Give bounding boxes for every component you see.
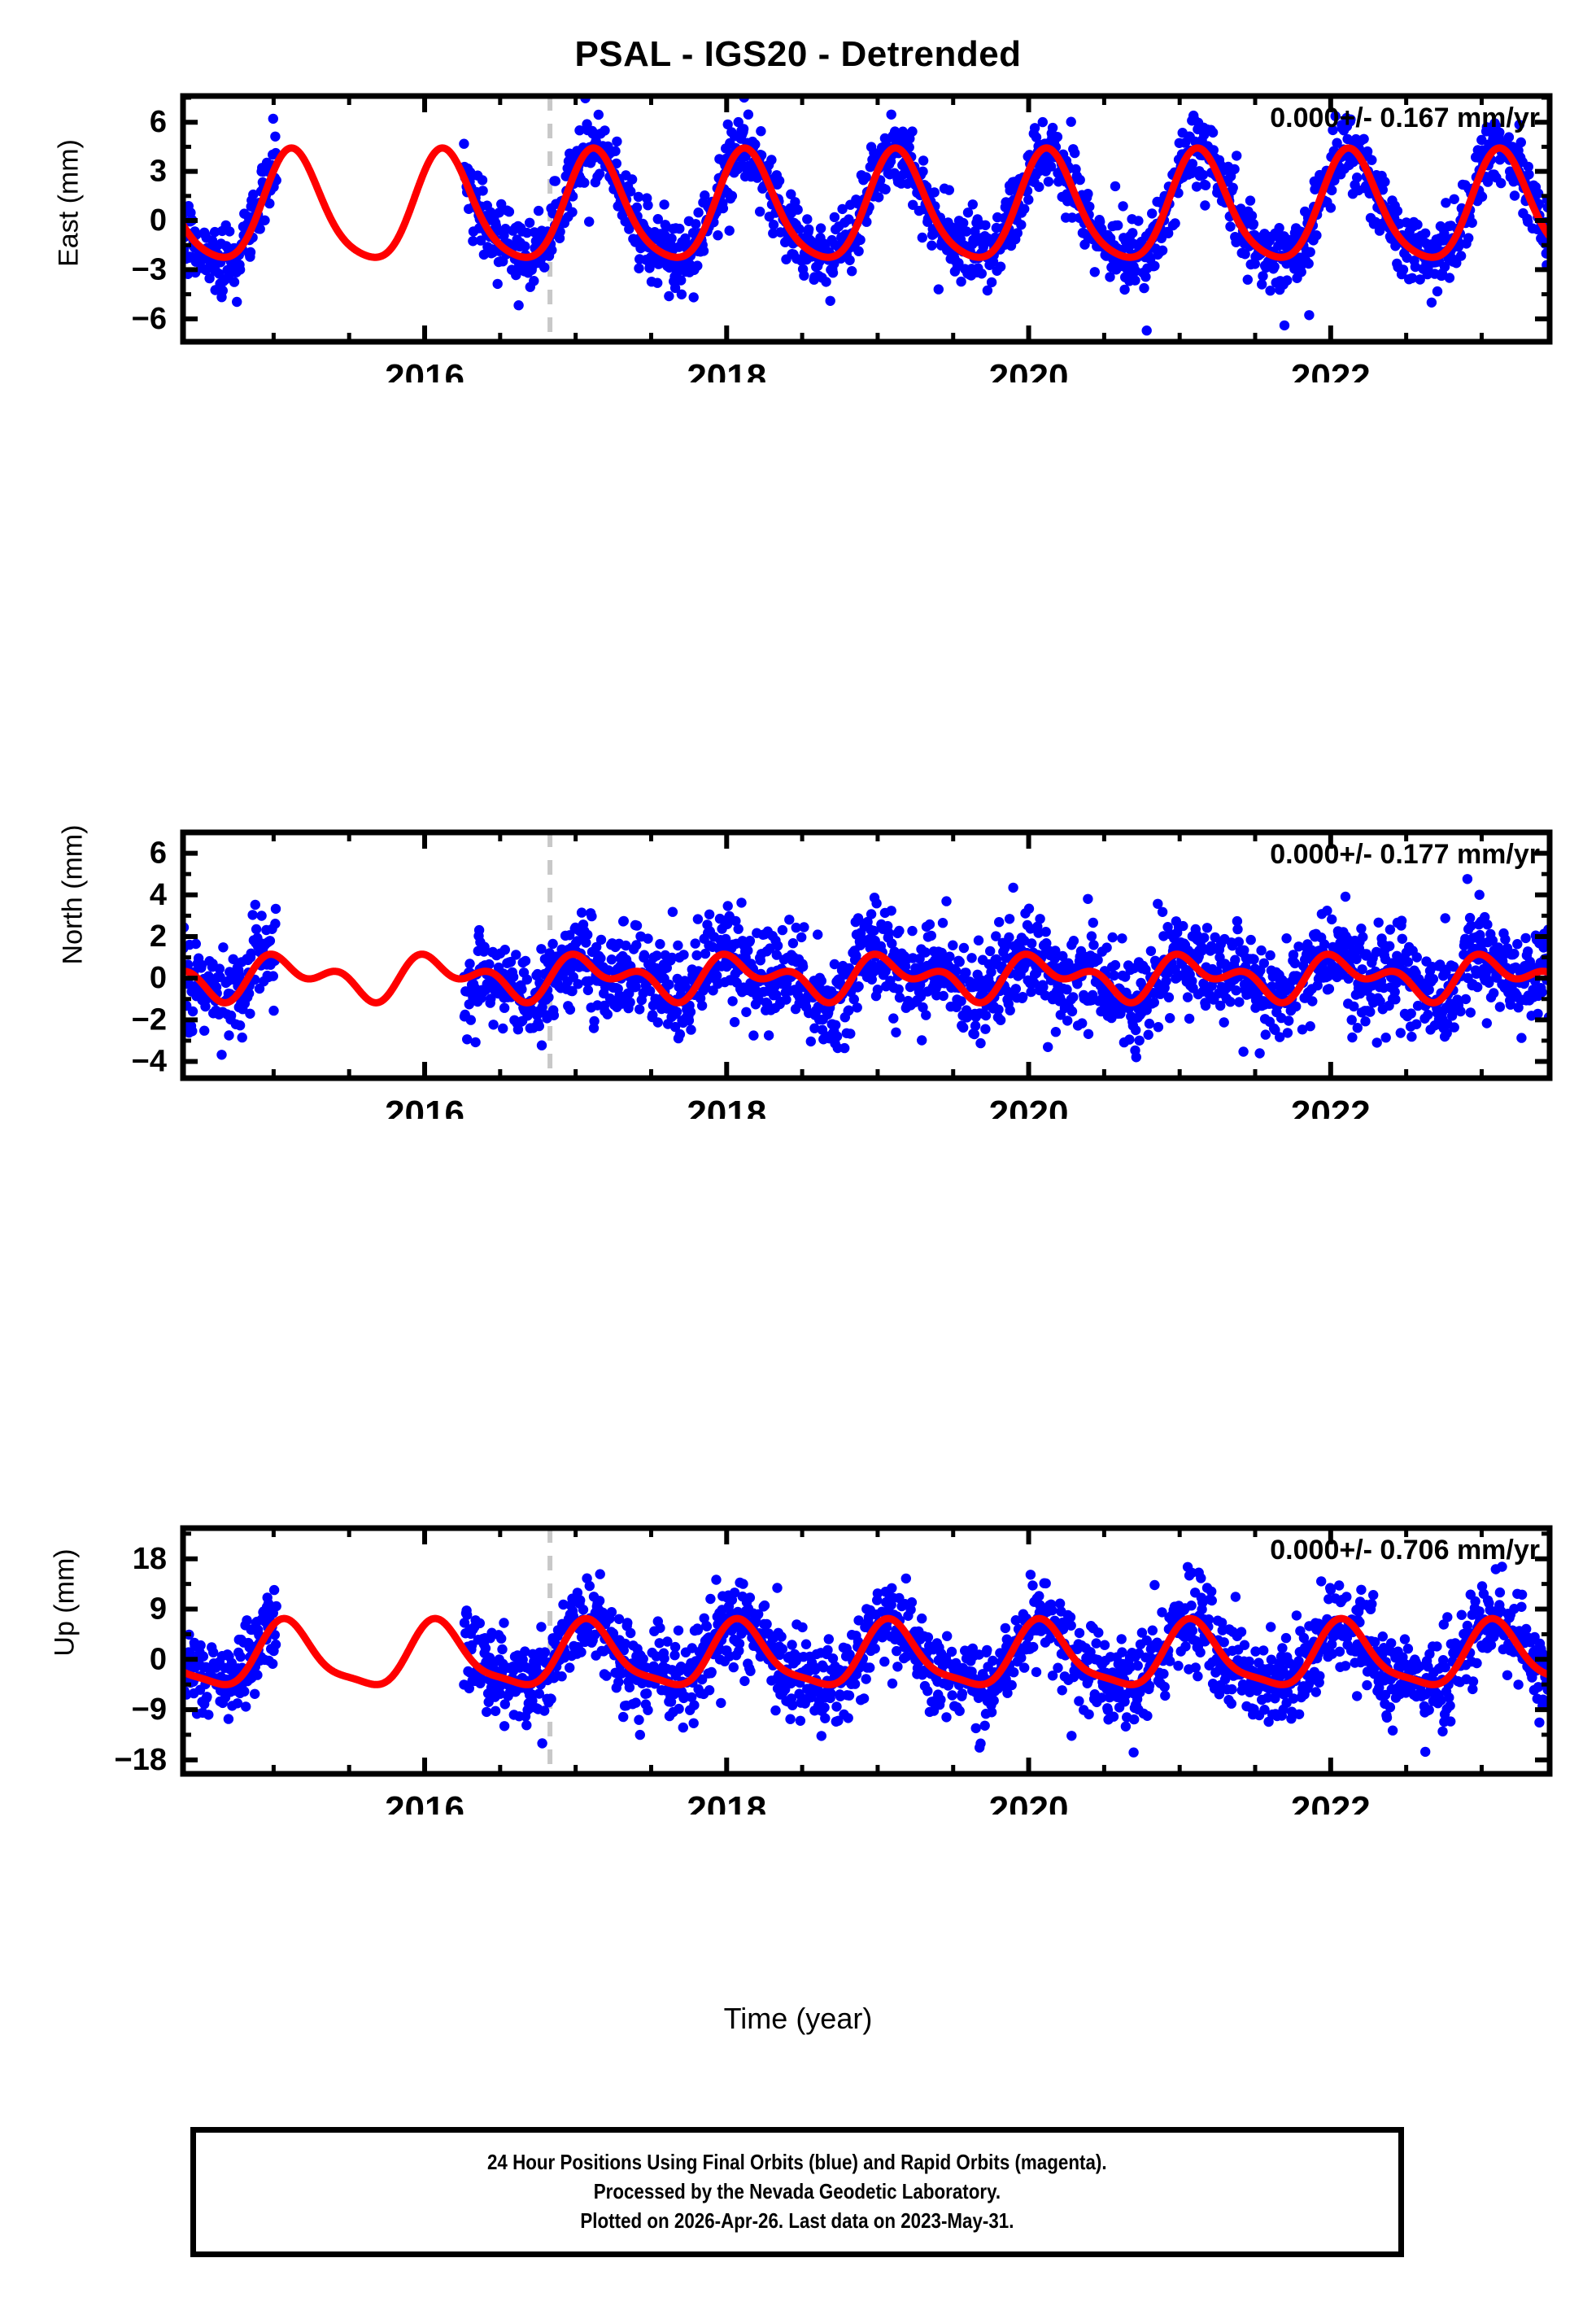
y-tick-label: −6 — [132, 302, 167, 336]
y-tick-label: 2 — [150, 919, 167, 954]
y-tick-label: −4 — [132, 1045, 167, 1079]
y-tick-label: 18 — [133, 1542, 167, 1576]
rate-annotation: 0.000+/- 0.177 mm/yr — [1270, 839, 1540, 870]
y-tick-label: 0 — [150, 1642, 167, 1676]
y-tick-label: 6 — [150, 836, 167, 871]
x-tick-label: 2022 — [1291, 357, 1371, 382]
x-tick-label: 2016 — [385, 357, 464, 382]
page-title: PSAL - IGS20 - Detrended — [574, 34, 1022, 74]
model-curve — [183, 144, 1550, 261]
footer-line-3: Plotted on 2026-Apr-26. Last data on 202… — [580, 2208, 1014, 2233]
x-tick-label: 2020 — [989, 1094, 1069, 1119]
chart-panel-up: Up (mm) 18 9 0 −9 −18 2016 2018 2020 2022 0.000+/… — [0, 1432, 1596, 1815]
x-axis-title: Time (year) — [723, 2002, 873, 2035]
footer-line-1: 24 Hour Positions Using Final Orbits (bl… — [487, 2150, 1107, 2175]
rate-annotation: 0.000+/- 0.706 mm/yr — [1270, 1535, 1540, 1566]
x-tick-label: 2016 — [385, 1789, 464, 1815]
x-tick-label: 2022 — [1291, 1094, 1371, 1119]
footer-line-2: Processed by the Nevada Geodetic Laborat… — [593, 2179, 1001, 2204]
rate-annotation: 0.000+/- 0.167 mm/yr — [1270, 103, 1540, 133]
y-tick-label: 3 — [150, 155, 167, 189]
y-tick-label: −3 — [132, 252, 167, 286]
y-axis-label-east: East (mm) — [53, 139, 85, 267]
x-tick-label: 2022 — [1291, 1789, 1371, 1815]
x-tick-label: 2020 — [989, 1789, 1069, 1815]
chart-panel-east: East (mm) 6 3 0 −3 −6 2016 2018 2020 2022 0.000+/… — [0, 0, 1596, 382]
x-tick-label: 2018 — [687, 357, 766, 382]
x-tick-label: 2020 — [989, 357, 1069, 382]
y-tick-label: −18 — [115, 1743, 167, 1777]
y-axis-label-north: North (mm) — [57, 824, 89, 965]
chart-panel-north: North (mm) 6 4 2 0 −2 −4 2016 2018 2020 2022 0.000… — [0, 736, 1596, 1119]
y-tick-label: 4 — [150, 878, 167, 912]
y-tick-label: 0 — [150, 961, 167, 995]
plot-frame — [180, 1525, 1553, 1777]
model-curve — [183, 950, 1550, 1007]
x-tick-label: 2018 — [687, 1094, 766, 1119]
data-points-layer — [183, 1561, 1550, 1758]
y-tick-label: 6 — [150, 105, 167, 139]
footer-note-box: 24 Hour Positions Using Final Orbits (bl… — [190, 2127, 1404, 2257]
x-tick-label: 2016 — [385, 1094, 464, 1119]
y-axis-label-up: Up (mm) — [49, 1548, 81, 1657]
y-tick-label: 0 — [150, 203, 167, 238]
y-tick-label: 9 — [150, 1592, 167, 1627]
plot-frame — [180, 829, 1553, 1081]
model-curve — [183, 1614, 1550, 1688]
y-tick-label: −9 — [132, 1692, 167, 1727]
x-tick-label: 2018 — [687, 1789, 766, 1815]
y-tick-label: −2 — [132, 1002, 167, 1037]
